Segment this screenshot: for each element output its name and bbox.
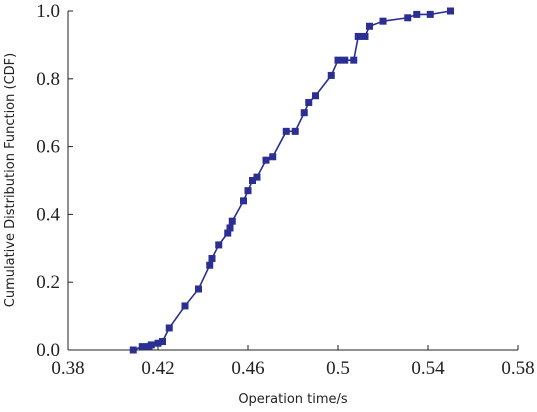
y-tick-label: 0.4 [36, 204, 60, 225]
point [147, 341, 155, 349]
x-tick-label: 0.5 [326, 358, 350, 379]
point [413, 10, 421, 18]
y-axis-label: Cumulative Distribution Function (CDF) [3, 53, 18, 307]
point [206, 261, 214, 269]
point [244, 187, 252, 195]
x-tick-label: 0.42 [141, 358, 174, 379]
point [165, 324, 173, 332]
point [300, 109, 308, 117]
y-tick-label: 0.2 [36, 272, 60, 293]
point [379, 17, 387, 25]
point [354, 32, 362, 40]
point [366, 22, 373, 30]
point [228, 217, 236, 225]
point [426, 10, 434, 18]
x-tick-label: 0.54 [411, 358, 445, 379]
x-tick-label: 0.58 [501, 358, 534, 379]
point [262, 156, 270, 164]
y-tick-label: 0.6 [36, 137, 60, 158]
point [334, 56, 342, 64]
point [224, 229, 232, 237]
point [361, 32, 369, 40]
point [447, 7, 454, 15]
point [327, 71, 335, 79]
point [350, 56, 358, 64]
point [249, 177, 256, 184]
y-tick-label: 0.0 [36, 340, 60, 361]
point [282, 127, 290, 135]
cdf-line [132, 10, 451, 351]
point [154, 339, 162, 347]
point [159, 338, 166, 346]
point [215, 241, 223, 249]
point [312, 92, 319, 100]
point [208, 254, 216, 262]
point [341, 56, 349, 64]
point [195, 285, 202, 293]
point [129, 346, 137, 354]
y-tick-label: 1.0 [36, 1, 60, 22]
point [240, 197, 247, 205]
x-tick-label: 0.38 [51, 358, 84, 379]
point [226, 224, 234, 232]
point [253, 173, 261, 181]
point [291, 127, 299, 135]
point [181, 302, 189, 310]
y-tick-label: 0.8 [36, 69, 60, 90]
point [305, 99, 313, 107]
point [269, 153, 277, 161]
x-tick-label: 0.46 [231, 358, 264, 379]
point [404, 14, 412, 22]
point [138, 343, 146, 351]
x-axis-label: Operation time/s [238, 392, 348, 407]
